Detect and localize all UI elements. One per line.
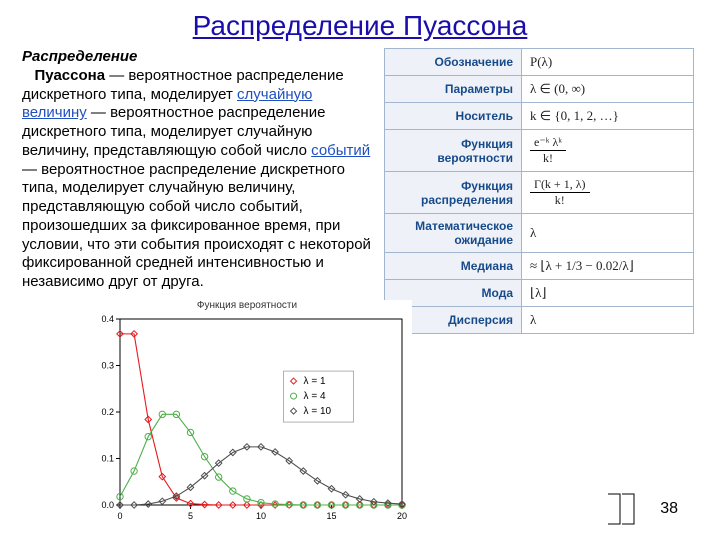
svg-text:λ = 1: λ = 1 (304, 376, 326, 387)
props-value: λ ∈ (0, ∞) (522, 76, 694, 103)
props-header: Обозначение (385, 49, 522, 76)
props-header: Функция вероятности (385, 130, 522, 172)
svg-text:5: 5 (188, 511, 193, 521)
page-number: 38 (660, 500, 678, 518)
props-row: Функция распределенияΓ(k + 1, λ)k! (385, 172, 694, 214)
svg-text:λ = 10: λ = 10 (304, 406, 332, 417)
svg-text:0: 0 (117, 511, 122, 521)
props-row: Мода⌊λ⌋ (385, 280, 694, 307)
props-value: e⁻ᵏ λᵏk! (522, 130, 694, 172)
pmf-chart: Функция вероятности 0 5 10 15 20 0.0 0.1 0.2 0.3… (82, 300, 412, 528)
link-events[interactable]: событий (311, 142, 370, 159)
props-row: Параметрыλ ∈ (0, ∞) (385, 76, 694, 103)
chart-title: Функция вероятности (82, 300, 412, 311)
props-value: λ (522, 307, 694, 334)
slide: Распределение Пуассона Распределение Пуа… (0, 0, 720, 540)
svg-text:0.3: 0.3 (101, 361, 114, 371)
svg-text:10: 10 (256, 511, 266, 521)
props-row: Математическое ожиданиеλ (385, 214, 694, 253)
page-bracket-icon (606, 492, 636, 526)
props-header: Функция распределения (385, 172, 522, 214)
body-text: Распределение Пуассона — вероятностное р… (22, 48, 372, 334)
props-row: Медиана≈ ⌊λ + 1/3 − 0.02/λ⌋ (385, 253, 694, 280)
props-header: Медиана (385, 253, 522, 280)
props-row: ОбозначениеP(λ) (385, 49, 694, 76)
svg-text:0.4: 0.4 (101, 314, 114, 324)
props-value: Γ(k + 1, λ)k! (522, 172, 694, 214)
props-row: Функция вероятностиe⁻ᵏ λᵏk! (385, 130, 694, 172)
properties-table: ОбозначениеP(λ)Параметрыλ ∈ (0, ∞)Носите… (384, 48, 694, 334)
props-value: λ (522, 214, 694, 253)
props-header: Параметры (385, 76, 522, 103)
props-value: k ∈ {0, 1, 2, …} (522, 103, 694, 130)
props-row: Дисперсияλ (385, 307, 694, 334)
svg-text:0.1: 0.1 (101, 454, 114, 464)
content-row: Распределение Пуассона — вероятностное р… (0, 48, 720, 334)
body-seg-3: — вероятностное распределение дискретног… (22, 161, 371, 291)
lead-word-1: Распределение (22, 48, 137, 65)
svg-text:0.2: 0.2 (101, 407, 114, 417)
svg-text:λ = 4: λ = 4 (304, 391, 326, 402)
lead-word-2: Пуассона (35, 67, 106, 84)
props-header: Математическое ожидание (385, 214, 522, 253)
slide-title: Распределение Пуассона (0, 0, 720, 48)
properties-table-container: ОбозначениеP(λ)Параметрыλ ∈ (0, ∞)Носите… (384, 48, 698, 334)
svg-text:20: 20 (397, 511, 407, 521)
props-value: P(λ) (522, 49, 694, 76)
props-value: ≈ ⌊λ + 1/3 − 0.02/λ⌋ (522, 253, 694, 280)
props-value: ⌊λ⌋ (522, 280, 694, 307)
props-header: Носитель (385, 103, 522, 130)
svg-text:0.0: 0.0 (101, 500, 114, 510)
chart-svg: 0 5 10 15 20 0.0 0.1 0.2 0.3 0.4 λ = 1 λ = 4 λ = 10 (82, 313, 412, 527)
props-row: Носительk ∈ {0, 1, 2, …} (385, 103, 694, 130)
svg-text:15: 15 (326, 511, 336, 521)
